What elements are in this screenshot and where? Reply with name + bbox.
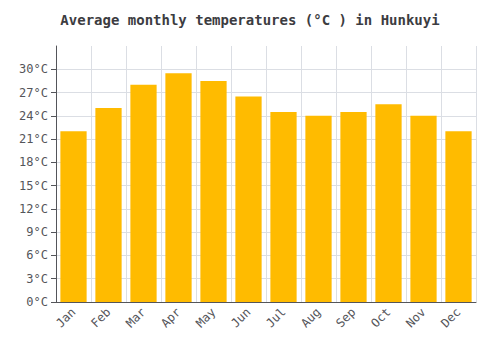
svg-text:Feb: Feb <box>88 305 113 330</box>
svg-text:May: May <box>193 305 218 330</box>
svg-text:27°C: 27°C <box>19 86 48 100</box>
svg-text:21°C: 21°C <box>19 132 48 146</box>
svg-text:Dec: Dec <box>438 305 463 330</box>
svg-text:Jul: Jul <box>263 305 288 330</box>
svg-text:Nov: Nov <box>403 305 428 330</box>
svg-text:18°C: 18°C <box>19 155 48 169</box>
svg-text:9°C: 9°C <box>26 225 48 239</box>
svg-text:Jun: Jun <box>228 305 253 330</box>
svg-text:Aug: Aug <box>298 305 323 330</box>
svg-text:Jan: Jan <box>53 305 78 330</box>
svg-text:Apr: Apr <box>158 305 183 330</box>
svg-text:15°C: 15°C <box>19 179 48 193</box>
svg-text:0°C: 0°C <box>26 295 48 309</box>
svg-text:30°C: 30°C <box>19 62 48 76</box>
svg-text:Average monthly temperatures (: Average monthly temperatures (°C ) in Hu… <box>60 12 439 28</box>
svg-text:Mar: Mar <box>123 305 148 330</box>
svg-text:3°C: 3°C <box>26 272 48 286</box>
svg-text:Oct: Oct <box>368 305 393 330</box>
svg-text:12°C: 12°C <box>19 202 48 216</box>
svg-text:24°C: 24°C <box>19 109 48 123</box>
svg-text:6°C: 6°C <box>26 248 48 262</box>
svg-text:Sep: Sep <box>333 305 358 330</box>
